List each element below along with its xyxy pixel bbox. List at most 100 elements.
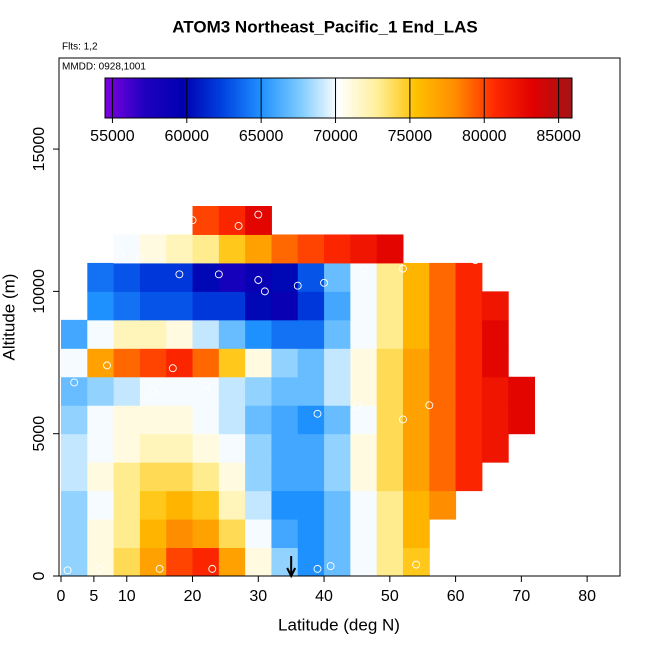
heatmap-cell [192,433,220,463]
heatmap-cell [455,433,483,463]
heatmap-cell [61,462,88,492]
x-tick-label: 40 [315,588,333,605]
heatmap-cell [429,462,457,492]
flight-point [313,409,322,418]
heatmap-cell [297,376,325,406]
heatmap-cell [324,490,351,520]
heatmap-cell [218,206,246,235]
heatmap-cell [192,348,220,378]
heatmap-cell [87,376,115,406]
heatmap-cell [350,547,378,577]
heatmap-cell [402,462,430,492]
heatmap-cell [297,348,325,378]
flight-point [234,221,243,230]
heatmap-cell [429,433,457,463]
flight-point [135,253,144,262]
heatmap-cell [376,234,404,264]
heatmap-cell [87,262,115,292]
heatmap-cell [455,291,483,321]
heatmap-cell [218,462,246,492]
heatmap-cell [139,234,167,264]
heatmap-cell [376,433,404,463]
heatmap-cell [324,405,351,435]
y-tick-label: 5000 [31,416,48,452]
heatmap-cell [297,462,325,492]
flight-point [70,378,79,387]
heatmap-cell [350,376,378,406]
flight-point [168,364,177,373]
x-tick-label: 50 [381,588,399,605]
heatmap-cell [245,319,272,349]
heatmap-cell [113,234,141,264]
heatmap-cell [139,490,167,520]
heatmap-cell [218,519,246,549]
heatmap-cell [166,234,194,264]
heatmap-cell [324,376,351,406]
heatmap-cell [376,490,404,520]
heatmap-cell [192,490,220,520]
heatmap-cell [297,490,325,520]
heatmap-cell [376,348,404,378]
flight-point [149,387,158,395]
heatmap-cell [402,319,430,349]
flight-point [359,264,368,273]
heatmap-cell [61,490,88,520]
heatmap-cell [324,519,351,549]
heatmap-cell [113,433,141,463]
heatmap-cell [218,433,246,463]
heatmap-cell [192,376,220,406]
heatmap-cell [87,490,115,520]
heatmap-cell [166,376,194,406]
heatmap-cell [429,348,457,378]
flight-point [326,562,335,570]
heatmap-cell [139,405,167,435]
flight-point [425,401,434,410]
heatmap-cell [61,376,88,406]
heatmap-cell [218,319,246,349]
heatmap-cell [113,490,141,520]
flight-point [96,564,105,573]
flight-point [116,250,125,259]
colorbar-tick-label: 55000 [90,128,135,145]
heatmap-cell [297,519,325,549]
heatmap-cell [271,262,299,292]
heatmap-cell [455,376,483,406]
heatmap-cell [166,433,194,463]
heatmap-cell [87,433,115,463]
flight-point [63,566,72,575]
heatmap-cell [113,291,141,321]
annotation: Flts: 1,2 [62,42,98,53]
colorbar-tick-label: 70000 [313,128,358,145]
heatmap-cell [139,291,167,321]
flight-point [399,415,407,424]
flight-point [412,560,421,569]
x-tick-label: 80 [578,588,596,605]
x-tick-label: 20 [184,588,202,605]
flight-point [208,564,217,573]
x-tick-label: 10 [118,588,136,605]
heatmap-cell [61,547,88,577]
heatmap-cell [350,462,378,492]
heatmap-cell [481,319,509,349]
heatmap-cell [297,405,325,435]
flight-point [320,278,329,287]
heatmap-cell [139,547,167,577]
heatmap-cell [429,262,457,292]
heatmap-cell [402,262,430,292]
heatmap-cell [218,291,246,321]
flight-point [471,256,480,265]
heatmap-cell [166,348,194,378]
heatmap-cell [481,291,509,321]
heatmap-cell [166,547,194,577]
heatmap-cell [245,433,272,463]
heatmap-cell [113,405,141,435]
flight-point [491,261,499,270]
heatmap-cell [139,433,167,463]
flight-point [188,216,197,225]
heatmap-cell [350,291,378,321]
heatmap-cell [429,405,457,435]
heatmap [61,206,536,577]
heatmap-cell [350,319,378,349]
heatmap-cell [139,519,167,549]
heatmap-cell [218,490,246,520]
